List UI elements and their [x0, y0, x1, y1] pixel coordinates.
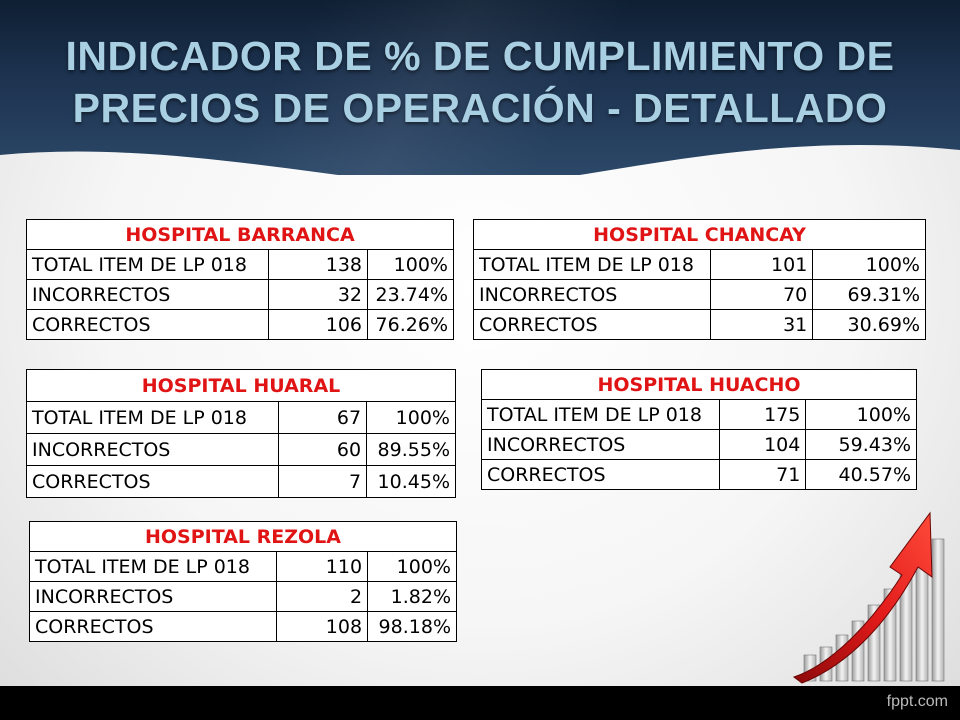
table-row: CORRECTOS 71 40.57%	[481, 459, 917, 490]
table-row: INCORRECTOS 32 23.74%	[26, 279, 454, 310]
table-hospital-barranca: HOSPITAL BARRANCA TOTAL ITEM DE LP 018 1…	[26, 219, 454, 340]
table-hospital-rezola: HOSPITAL REZOLA TOTAL ITEM DE LP 018 110…	[29, 521, 457, 642]
row-label: INCORRECTOS	[26, 433, 279, 466]
row-percent: 30.69%	[812, 309, 926, 340]
row-percent: 10.45%	[366, 465, 456, 498]
row-count: 31	[709, 309, 814, 340]
row-label: INCORRECTOS	[481, 429, 720, 460]
row-label: CORRECTOS	[481, 459, 720, 490]
row-count: 104	[718, 429, 807, 460]
table-row: CORRECTOS 108 98.18%	[29, 611, 457, 642]
row-count: 138	[267, 249, 369, 280]
table-row: TOTAL ITEM DE LP 018 110 100%	[29, 551, 457, 582]
row-label: TOTAL ITEM DE LP 018	[29, 551, 277, 582]
table-hospital-huaral: HOSPITAL HUARAL TOTAL ITEM DE LP 018 67 …	[26, 369, 456, 498]
row-percent: 100%	[366, 401, 456, 434]
row-percent: 69.31%	[812, 279, 926, 310]
row-count: 101	[709, 249, 814, 280]
row-count: 2	[275, 581, 369, 612]
hospital-name: HOSPITAL BARRANCA	[26, 219, 454, 250]
row-count: 32	[267, 279, 369, 310]
row-count: 106	[267, 309, 369, 340]
row-label: TOTAL ITEM DE LP 018	[473, 249, 711, 280]
row-count: 60	[277, 433, 368, 466]
row-percent: 76.26%	[367, 309, 454, 340]
row-percent: 40.57%	[805, 459, 917, 490]
row-label: INCORRECTOS	[473, 279, 711, 310]
table-row: TOTAL ITEM DE LP 018 101 100%	[473, 249, 926, 280]
hospital-name: HOSPITAL HUACHO	[481, 369, 917, 400]
table-row: INCORRECTOS 70 69.31%	[473, 279, 926, 310]
table-hospital-huacho: HOSPITAL HUACHO TOTAL ITEM DE LP 018 175…	[481, 369, 917, 490]
table-row: CORRECTOS 31 30.69%	[473, 309, 926, 340]
table-row: INCORRECTOS 60 89.55%	[26, 433, 456, 466]
row-percent: 89.55%	[366, 433, 456, 466]
row-count: 67	[277, 401, 368, 434]
row-label: TOTAL ITEM DE LP 018	[26, 401, 279, 434]
table-row: TOTAL ITEM DE LP 018 67 100%	[26, 401, 456, 434]
row-count: 71	[718, 459, 807, 490]
table-row: INCORRECTOS 2 1.82%	[29, 581, 457, 612]
hospital-name: HOSPITAL HUARAL	[26, 369, 456, 402]
row-percent: 98.18%	[367, 611, 457, 642]
hospital-name: HOSPITAL CHANCAY	[473, 219, 926, 250]
table-row: TOTAL ITEM DE LP 018 175 100%	[481, 399, 917, 430]
hospital-name: HOSPITAL REZOLA	[29, 521, 457, 552]
table-row: CORRECTOS 7 10.45%	[26, 465, 456, 498]
bottom-bar	[0, 686, 960, 720]
row-percent: 1.82%	[367, 581, 457, 612]
row-label: CORRECTOS	[26, 465, 279, 498]
watermark: fppt.com	[886, 693, 948, 710]
row-count: 175	[718, 399, 807, 430]
row-count: 110	[275, 551, 369, 582]
row-percent: 100%	[812, 249, 926, 280]
row-label: TOTAL ITEM DE LP 018	[481, 399, 720, 430]
header-band	[0, 0, 960, 175]
row-count: 108	[275, 611, 369, 642]
table-row: TOTAL ITEM DE LP 018 138 100%	[26, 249, 454, 280]
row-label: TOTAL ITEM DE LP 018	[26, 249, 269, 280]
slide-title: INDICADOR DE % DE CUMPLIMIENTO DE PRECIO…	[65, 33, 895, 131]
row-count: 70	[709, 279, 814, 310]
row-label: INCORRECTOS	[26, 279, 269, 310]
row-label: CORRECTOS	[26, 309, 269, 340]
row-label: CORRECTOS	[473, 309, 711, 340]
rising-arrow-bar-chart-icon	[792, 511, 945, 684]
row-percent: 100%	[367, 551, 457, 582]
row-percent: 23.74%	[367, 279, 454, 310]
row-percent: 100%	[805, 399, 917, 430]
row-percent: 100%	[367, 249, 454, 280]
table-row: CORRECTOS 106 76.26%	[26, 309, 454, 340]
row-count: 7	[277, 465, 368, 498]
row-label: INCORRECTOS	[29, 581, 277, 612]
row-label: CORRECTOS	[29, 611, 277, 642]
table-hospital-chancay: HOSPITAL CHANCAY TOTAL ITEM DE LP 018 10…	[473, 219, 926, 340]
row-percent: 59.43%	[805, 429, 917, 460]
table-row: INCORRECTOS 104 59.43%	[481, 429, 917, 460]
